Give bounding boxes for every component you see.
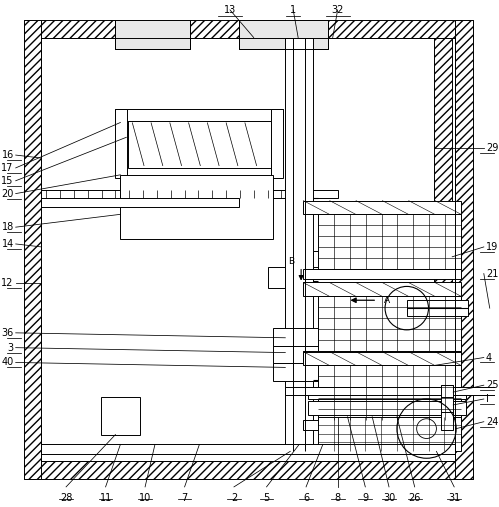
Bar <box>455 20 473 479</box>
Bar <box>303 282 461 296</box>
Text: 32: 32 <box>331 5 344 15</box>
Text: 14: 14 <box>1 239 14 249</box>
Text: 7: 7 <box>182 493 188 503</box>
Bar <box>308 387 466 399</box>
Text: 9: 9 <box>362 493 368 503</box>
Bar <box>101 397 140 434</box>
Text: 30: 30 <box>383 493 395 503</box>
Bar <box>271 108 283 178</box>
Bar <box>115 20 190 49</box>
Text: 16: 16 <box>1 150 14 160</box>
Bar <box>267 267 285 288</box>
Text: 19: 19 <box>486 242 498 252</box>
Bar <box>273 328 325 346</box>
Bar <box>23 20 41 479</box>
Text: 21: 21 <box>486 269 498 278</box>
Text: 31: 31 <box>448 493 460 503</box>
Bar <box>115 108 127 178</box>
Bar <box>128 121 270 168</box>
Bar <box>41 445 455 454</box>
Bar <box>313 251 331 267</box>
Bar <box>318 214 461 269</box>
Text: 29: 29 <box>486 143 498 153</box>
Text: 40: 40 <box>1 357 14 368</box>
Text: 10: 10 <box>139 493 151 503</box>
Bar <box>120 175 273 239</box>
Bar <box>318 296 461 351</box>
Bar <box>285 387 499 395</box>
Text: 26: 26 <box>409 493 421 503</box>
Bar <box>435 38 452 344</box>
Text: 1: 1 <box>290 5 296 15</box>
Bar <box>308 401 466 415</box>
Text: 20: 20 <box>1 189 14 199</box>
Bar <box>313 267 331 278</box>
Text: 4: 4 <box>486 352 492 363</box>
Bar <box>41 190 338 198</box>
Bar <box>407 300 468 316</box>
Bar <box>273 364 325 381</box>
Text: 24: 24 <box>486 417 498 427</box>
Text: 25: 25 <box>486 380 499 390</box>
Bar <box>23 461 473 479</box>
Text: 5: 5 <box>263 493 269 503</box>
Bar <box>273 346 325 364</box>
Bar <box>303 200 461 214</box>
Bar <box>303 420 461 429</box>
Text: A: A <box>384 296 390 305</box>
Text: 17: 17 <box>1 163 14 173</box>
Text: 36: 36 <box>1 328 14 338</box>
Bar <box>23 20 473 38</box>
Text: 2: 2 <box>231 493 237 503</box>
Bar <box>303 269 461 278</box>
Bar <box>318 366 461 420</box>
Text: I: I <box>486 394 489 404</box>
Text: 18: 18 <box>1 222 14 232</box>
Text: 28: 28 <box>60 493 72 503</box>
Bar <box>303 351 461 360</box>
Text: 6: 6 <box>303 493 309 503</box>
Bar <box>115 108 283 121</box>
Text: 3: 3 <box>7 343 14 353</box>
Text: B: B <box>288 257 294 266</box>
Bar <box>239 20 328 49</box>
Bar <box>318 417 461 451</box>
Bar <box>303 351 461 366</box>
Text: 11: 11 <box>99 493 112 503</box>
Text: 8: 8 <box>335 493 341 503</box>
Bar <box>41 198 239 207</box>
Bar <box>285 38 313 451</box>
Text: 13: 13 <box>224 5 236 15</box>
Bar <box>441 385 453 429</box>
Text: 12: 12 <box>1 278 14 288</box>
Text: 15: 15 <box>1 176 14 186</box>
